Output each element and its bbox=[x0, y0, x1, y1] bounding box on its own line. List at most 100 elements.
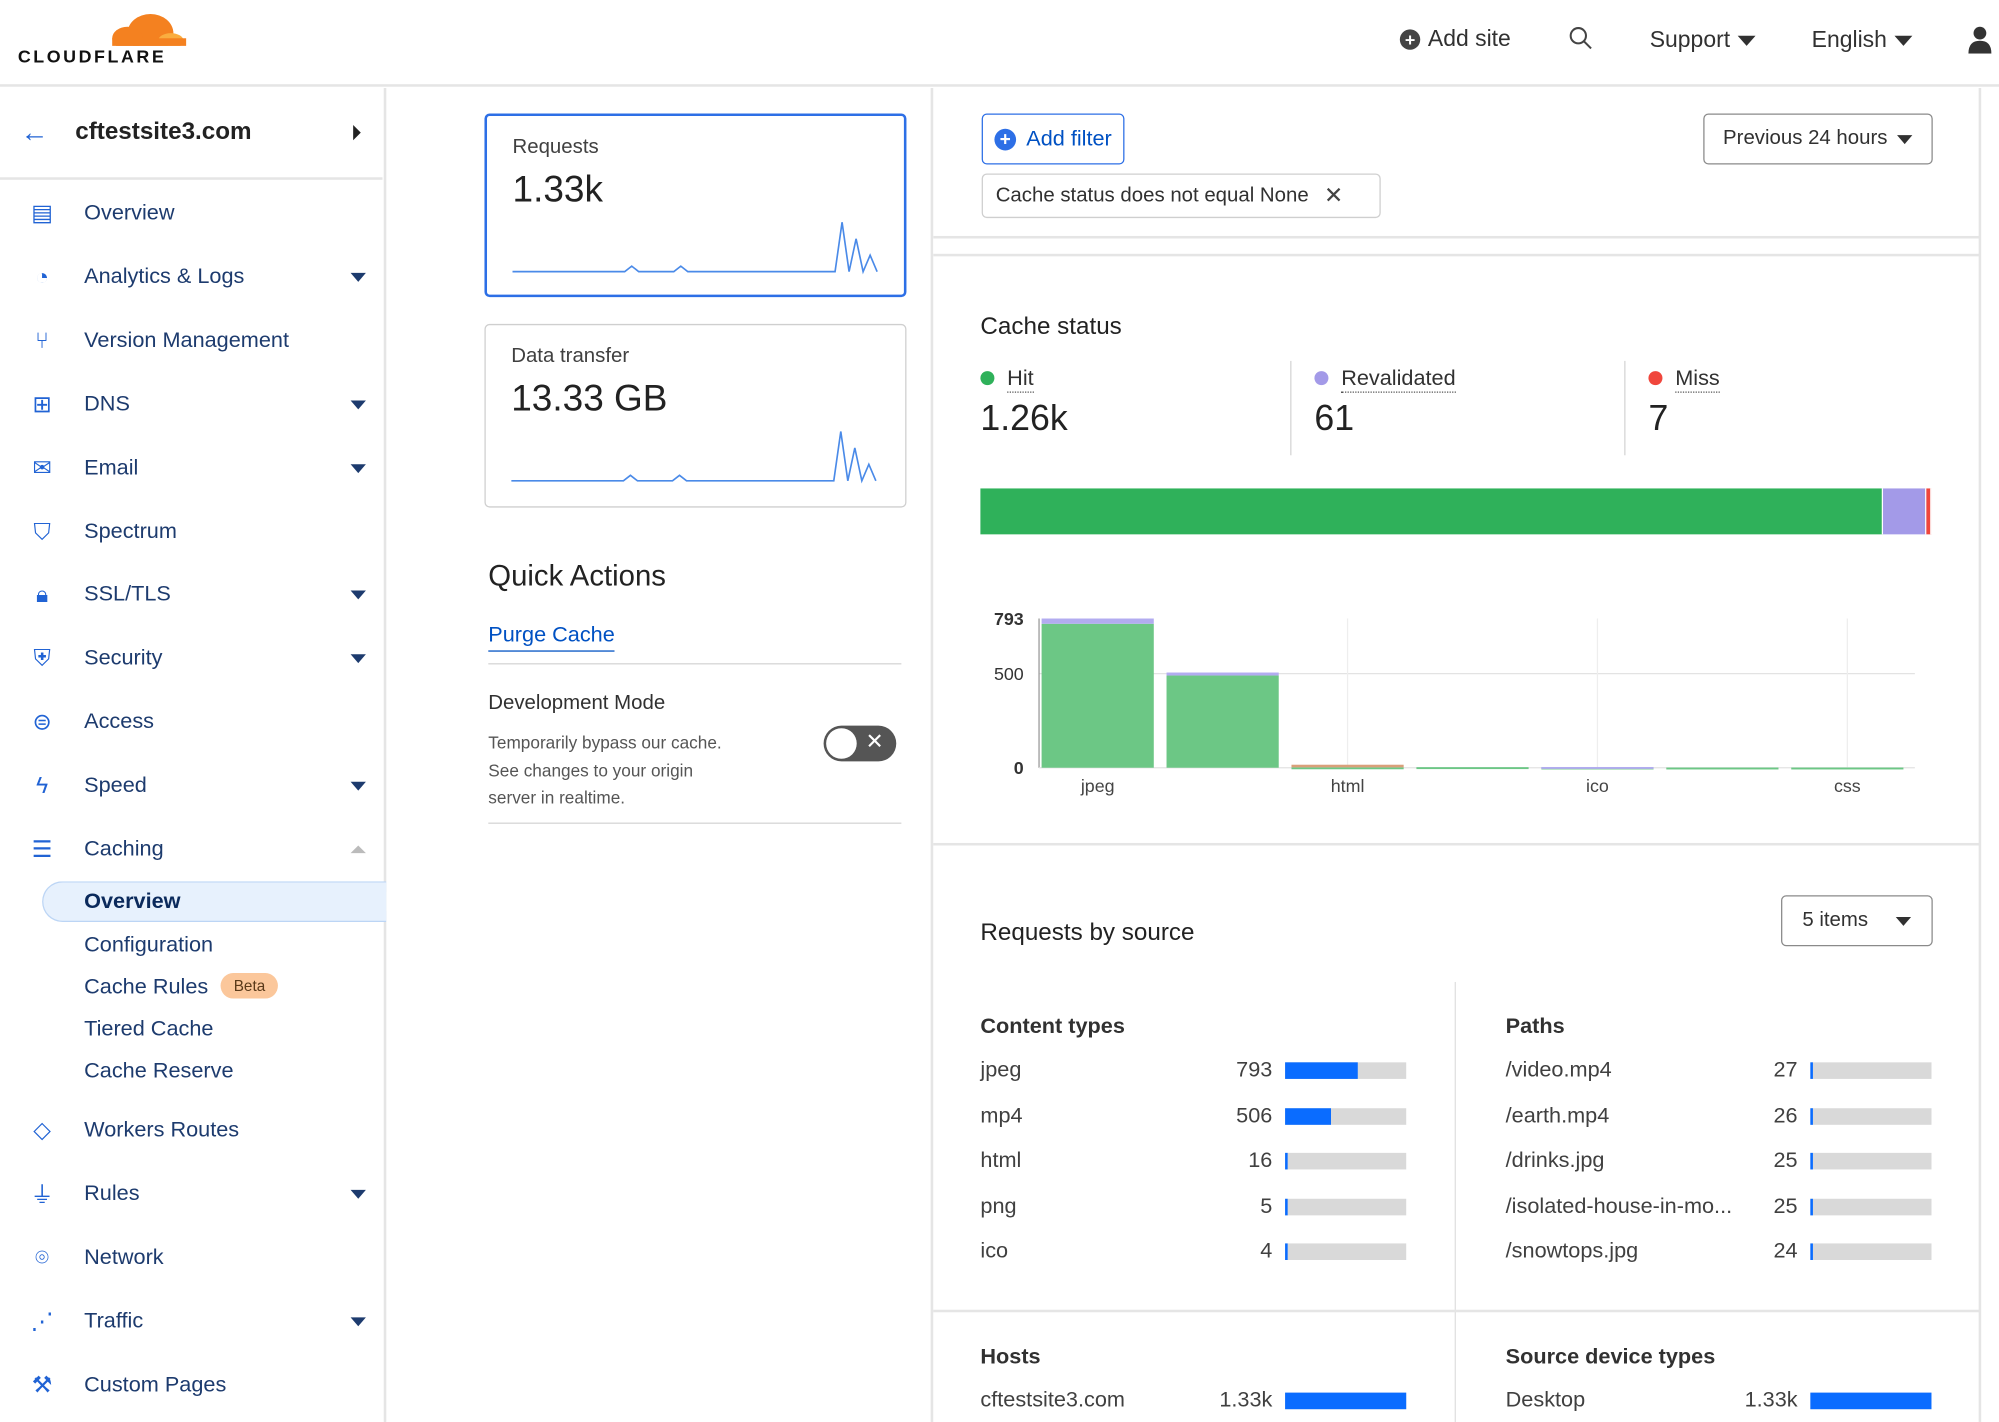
sidebar-item-label: Spectrum bbox=[84, 519, 177, 544]
items-count-dropdown[interactable]: 5 items bbox=[1781, 895, 1933, 947]
y-tick-label: 0 bbox=[1014, 758, 1024, 778]
paths-row-name[interactable]: /drinks.jpg bbox=[1505, 1148, 1605, 1173]
bar-hit-1 bbox=[1166, 675, 1279, 768]
add-filter-button[interactable]: + Add filter bbox=[981, 113, 1125, 165]
sidebar-item-traffic[interactable]: ⋰ Traffic bbox=[0, 1302, 382, 1340]
caret-right-icon[interactable] bbox=[353, 124, 361, 141]
caching-subitem-cache-reserve[interactable]: Cache Reserve bbox=[84, 1058, 233, 1084]
user-menu-button[interactable] bbox=[1966, 26, 1994, 60]
x-tick-label: jpeg bbox=[1080, 776, 1115, 796]
sidebar-item-label: Network bbox=[84, 1244, 164, 1269]
caching-subitem-configuration[interactable]: Configuration bbox=[84, 932, 213, 958]
search-button[interactable] bbox=[1568, 26, 1593, 58]
support-dropdown[interactable]: Support bbox=[1650, 27, 1756, 54]
chevron-down-icon[interactable] bbox=[350, 1316, 366, 1326]
content_types-row-bar bbox=[1285, 1107, 1407, 1125]
metric-card-requests[interactable]: Requests 1.33k bbox=[484, 113, 907, 298]
dev-mode-description: Temporarily bypass our cache. See change… bbox=[488, 729, 721, 811]
workers-icon: ◇ bbox=[33, 1116, 51, 1143]
sidebar-item-security[interactable]: ⛨ Security bbox=[0, 639, 382, 677]
section-divider bbox=[933, 1309, 1980, 1313]
bar-fill bbox=[1285, 1153, 1288, 1170]
chevron-down-icon[interactable] bbox=[350, 272, 366, 282]
time-range-label: Previous 24 hours bbox=[1723, 127, 1888, 150]
stat-divider bbox=[1624, 360, 1626, 456]
chevron-down-icon[interactable] bbox=[350, 1189, 366, 1199]
chevron-down-icon[interactable] bbox=[350, 399, 366, 409]
paths-row-bar bbox=[1810, 1153, 1932, 1170]
chevron-down-icon[interactable] bbox=[350, 781, 366, 791]
sidebar-item-speed[interactable]: ϟ Speed bbox=[0, 766, 382, 804]
back-arrow-icon[interactable]: ← bbox=[20, 116, 49, 148]
card-value: 13.33 GB bbox=[511, 378, 668, 420]
chevron-down-icon[interactable] bbox=[350, 463, 366, 473]
language-dropdown[interactable]: English bbox=[1812, 27, 1913, 54]
cloud-logo-icon bbox=[112, 14, 187, 46]
content_types-row-name[interactable]: ico bbox=[980, 1238, 1009, 1264]
chevron-down-icon[interactable] bbox=[350, 653, 366, 663]
stat-label-revalidated[interactable]: Revalidated bbox=[1341, 366, 1456, 393]
desc-line: See changes to your origin bbox=[488, 760, 694, 780]
x-tick-label: css bbox=[1834, 776, 1861, 796]
content_types-row-value: 793 bbox=[1236, 1057, 1273, 1082]
purge-cache-link[interactable]: Purge Cache bbox=[488, 622, 615, 652]
paths-row-name[interactable]: /earth.mp4 bbox=[1505, 1102, 1610, 1127]
paths-row-name[interactable]: /isolated-house-in-mo... bbox=[1505, 1193, 1733, 1218]
content_types-row-name[interactable]: png bbox=[980, 1193, 1017, 1218]
sidebar-item-version-management[interactable]: ⑂ Version Management bbox=[0, 321, 382, 359]
user-icon bbox=[1968, 26, 1992, 54]
sidebar-item-email[interactable]: ✉ Email bbox=[0, 449, 382, 487]
sidebar-item-overview[interactable]: ▤ Overview bbox=[0, 194, 382, 232]
subitem-label: Configuration bbox=[84, 932, 214, 957]
remove-filter-icon[interactable]: ✕ bbox=[1323, 182, 1344, 208]
bar-fill bbox=[1810, 1153, 1813, 1170]
sidebar: ← cftestsite3.com ▤ Overview ◔ Analytics & … bbox=[0, 87, 387, 1422]
quick-actions-title: Quick Actions bbox=[488, 558, 666, 592]
add-site-button[interactable]: + Add site bbox=[1399, 26, 1511, 53]
bar-fill bbox=[1285, 1392, 1407, 1410]
devices-row-name[interactable]: Desktop bbox=[1505, 1387, 1586, 1412]
hosts-row-name[interactable]: cftestsite3.com bbox=[980, 1387, 1125, 1412]
filter-chip: Cache status does not equal None ✕ bbox=[981, 173, 1381, 219]
paths-row-name[interactable]: /video.mp4 bbox=[1505, 1057, 1612, 1082]
sidebar-item-rules[interactable]: ⏚ Rules bbox=[0, 1175, 382, 1213]
sidebar-item-custom-pages[interactable]: ⚒ Custom Pages bbox=[0, 1366, 382, 1404]
stat-label-hit[interactable]: Hit bbox=[1007, 366, 1034, 393]
chevron-up-icon[interactable] bbox=[350, 845, 366, 854]
caret-down-icon bbox=[1894, 35, 1913, 46]
sidebar-item-dns[interactable]: ⊞ DNS bbox=[0, 385, 382, 423]
paths-row-name[interactable]: /snowtops.jpg bbox=[1505, 1238, 1639, 1264]
stat-label-miss[interactable]: Miss bbox=[1675, 366, 1720, 393]
sidebar-item-spectrum[interactable]: ⛉ Spectrum bbox=[0, 513, 382, 551]
content_types-row-name[interactable]: html bbox=[980, 1148, 1022, 1173]
bar-fill bbox=[1285, 1198, 1288, 1216]
sidebar-item-analytics-logs[interactable]: ◔ Analytics & Logs bbox=[0, 258, 382, 296]
cache-status-title: Cache status bbox=[980, 313, 1122, 341]
paths-row-value: 27 bbox=[1773, 1057, 1798, 1082]
sidebar-item-workers-routes[interactable]: ◇ Workers Routes bbox=[0, 1111, 382, 1149]
x-tick-label: html bbox=[1331, 776, 1365, 796]
content_types-row-name[interactable]: jpeg bbox=[980, 1057, 1022, 1082]
shield-icon: ⛨ bbox=[33, 644, 51, 671]
caching-subitem-cache-rules[interactable]: Cache Rules Beta bbox=[84, 973, 278, 1000]
sidebar-item-ssl-tls[interactable]: 🔒︎ SSL/TLS bbox=[0, 575, 382, 613]
network-tree-icon: ⊞ bbox=[32, 390, 52, 417]
chevron-down-icon[interactable] bbox=[350, 589, 366, 599]
site-selector[interactable]: cftestsite3.com bbox=[75, 118, 252, 146]
metric-card-data-transfer[interactable]: Data transfer 13.33 GB bbox=[484, 323, 907, 508]
paths-row-value: 26 bbox=[1773, 1102, 1798, 1127]
bar-fill bbox=[1285, 1107, 1332, 1125]
funnel-icon: ⏚ bbox=[30, 1182, 54, 1208]
sidebar-item-label: Security bbox=[84, 645, 163, 670]
dev-mode-toggle[interactable]: ✕ bbox=[823, 725, 897, 762]
caching-subitem-overview[interactable]: Overview bbox=[84, 889, 180, 915]
add-filter-label: Add filter bbox=[1026, 126, 1112, 151]
content_types-row-name[interactable]: mp4 bbox=[980, 1102, 1023, 1127]
sidebar-item-access[interactable]: ⊜ Access bbox=[0, 703, 382, 741]
sidebar-item-network[interactable]: ⌾ Network bbox=[0, 1238, 382, 1276]
sidebar-item-label: Email bbox=[84, 455, 139, 480]
cloudflare-logo[interactable]: CLOUDFLARE bbox=[18, 8, 187, 66]
time-range-dropdown[interactable]: Previous 24 hours bbox=[1703, 113, 1933, 165]
sidebar-item-caching[interactable]: ☰ Caching bbox=[0, 830, 382, 868]
caching-subitem-tiered-cache[interactable]: Tiered Cache bbox=[84, 1016, 213, 1042]
